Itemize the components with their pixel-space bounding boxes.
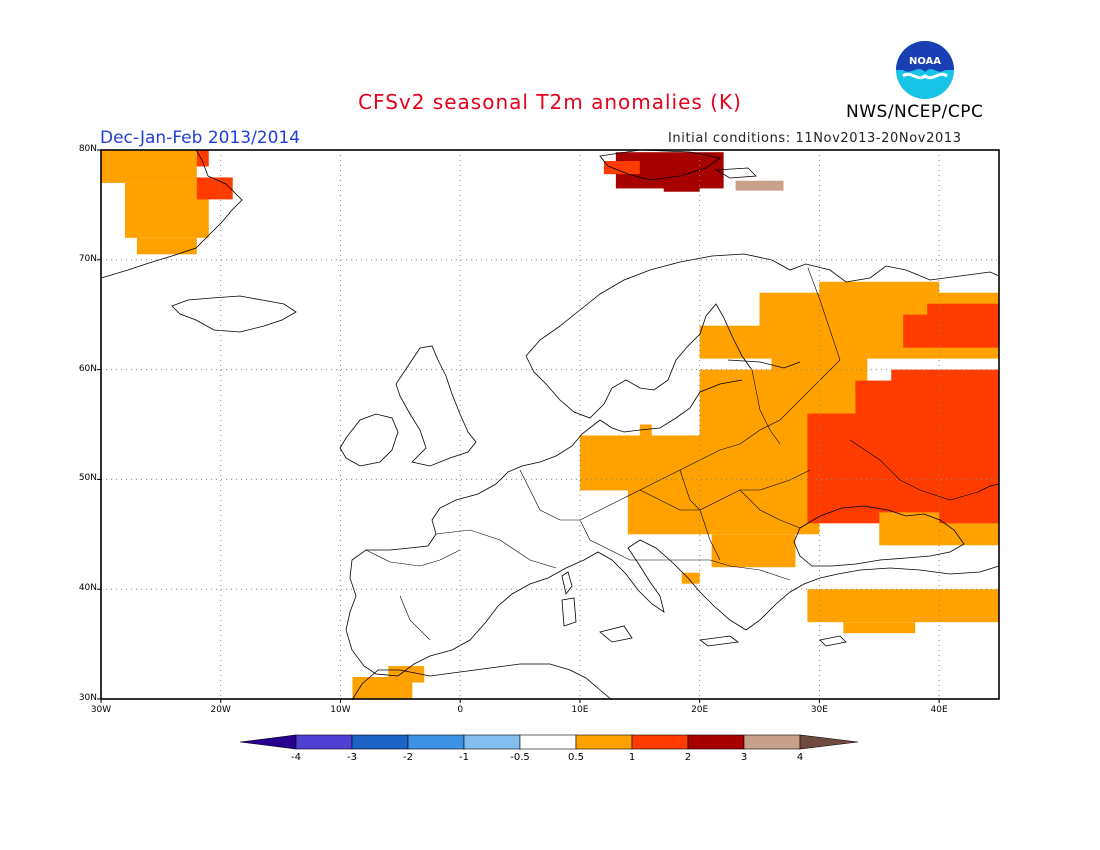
coastline-corsica	[561, 571, 573, 595]
map-title: CFSv2 seasonal T2m anomalies (K)	[358, 90, 742, 114]
anomaly-cell	[136, 237, 197, 255]
colorbar-label: -4	[291, 752, 301, 763]
anomaly-cell	[627, 479, 820, 535]
colorbar-label: 1	[628, 752, 636, 763]
coastline-ireland	[339, 413, 399, 467]
anomaly-cell	[879, 512, 940, 546]
anomaly-cell	[124, 182, 209, 238]
coastline-cyprus	[819, 635, 847, 647]
colorbar-label: 0.5	[568, 752, 584, 763]
anomaly-cell	[891, 369, 999, 392]
colorbar-label: -2	[403, 752, 413, 763]
anomaly-cell	[711, 534, 796, 568]
lat-label: 60N	[78, 363, 97, 374]
lon-label: 0	[457, 705, 464, 715]
colorbar-label: 2	[684, 752, 692, 763]
colorbar-segment	[687, 734, 745, 750]
lon-label: 20E	[691, 705, 709, 715]
coastline-crete	[698, 635, 740, 647]
season-label: Dec-Jan-Feb 2013/2014	[100, 128, 301, 148]
anomaly-cell	[819, 281, 940, 315]
anomaly-cell	[603, 160, 640, 175]
coastline-iceland	[171, 295, 297, 333]
anomaly-cell	[101, 150, 197, 183]
anomaly-cell	[807, 589, 999, 623]
lon-label: 40E	[930, 705, 948, 715]
lat-label: 40N	[78, 583, 97, 594]
coastline-continent	[345, 419, 1000, 677]
map-frame	[100, 149, 1000, 700]
colorbar-arrow-right	[799, 734, 859, 750]
colorbar-segment	[295, 734, 353, 750]
anomaly-cell	[927, 303, 999, 326]
lat-label: 50N	[78, 473, 97, 484]
colorbar-segment	[519, 734, 577, 750]
anomaly-cell	[843, 622, 916, 634]
anomaly-cell	[639, 424, 652, 436]
anomaly-cell	[663, 182, 700, 192]
colorbar-segment	[463, 734, 521, 750]
initial-conditions-label: Initial conditions: 11Nov2013-20Nov2013	[668, 131, 962, 146]
anomaly-cell	[735, 180, 784, 191]
colorbar-segment	[407, 734, 465, 750]
anomaly-cell	[196, 150, 209, 167]
coastline-sardinia	[561, 597, 577, 627]
lat-label: 80N	[78, 144, 97, 154]
colorbar-segment	[575, 734, 633, 750]
colorbar-label: 3	[740, 752, 748, 763]
coastline-svalbard	[599, 149, 721, 181]
colorbar-label: -0.5	[510, 752, 530, 763]
anomaly-cell	[681, 572, 700, 584]
lon-label: 10E	[571, 705, 589, 715]
colorbar-label: -1	[459, 752, 469, 763]
colorbar-segment	[631, 734, 689, 750]
svg-text:NOAA: NOAA	[909, 56, 941, 67]
coastline-caspian-sea	[977, 483, 1000, 493]
lat-label: 30N	[78, 693, 97, 703]
anomaly-cell	[196, 177, 233, 200]
colorbar-segment	[351, 734, 409, 750]
colorbar-label: 4	[796, 752, 804, 763]
agency-label: NWS/NCEP/CPC	[846, 102, 984, 122]
noaa-logo: NOAA	[896, 41, 954, 99]
colorbar-segment	[743, 734, 801, 750]
coastline-black-sea	[793, 505, 965, 567]
coastline-sicily	[599, 625, 633, 643]
coastline-north-africa	[351, 663, 613, 701]
coastline-scandinavia	[525, 253, 1000, 357]
lon-label: 20W	[210, 705, 231, 715]
anomaly-cell	[388, 666, 425, 683]
colorbar-label: -3	[347, 752, 357, 763]
lon-label: 30W	[90, 705, 112, 715]
lat-label: 70N	[78, 253, 97, 264]
anomaly-cell	[867, 490, 916, 513]
coastline-greenland	[100, 149, 243, 279]
colorbar-arrow-left	[239, 734, 297, 750]
anomaly-cell	[771, 347, 868, 392]
lon-label: 10W	[330, 705, 351, 715]
lon-label: 30E	[810, 705, 828, 715]
coastline-great-britain	[395, 345, 477, 467]
